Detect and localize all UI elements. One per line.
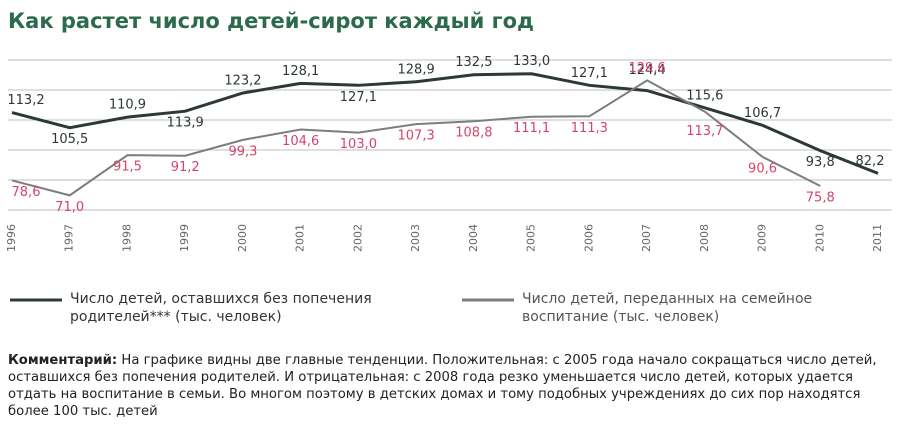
value-label: 111,3 [571, 121, 608, 136]
value-label: 127,1 [340, 90, 377, 105]
x-tick-label: 2002 [351, 224, 364, 252]
x-tick-label: 2000 [236, 224, 249, 252]
value-label: 82,2 [856, 154, 885, 169]
comment-text: На графике видны две главные тенденции. … [8, 353, 877, 419]
value-label: 106,7 [744, 106, 781, 121]
chart-title: Как растет число детей-сирот каждый год [8, 9, 534, 33]
value-label: 90,6 [748, 161, 777, 176]
value-label: 124,4 [628, 63, 665, 78]
x-tick-label: 1997 [63, 224, 76, 252]
value-label: 128,1 [282, 64, 319, 79]
value-label: 132,5 [455, 55, 492, 70]
value-label: 104,6 [282, 134, 319, 149]
value-label: 129,6 [628, 61, 665, 76]
legend-item: Число детей, оставшихся без попечения ро… [10, 290, 400, 326]
value-label: 91,2 [171, 160, 200, 175]
value-label: 133,0 [513, 54, 550, 69]
x-tick-label: 2006 [582, 224, 595, 252]
x-tick-label: 2004 [467, 224, 480, 252]
legend-swatch [10, 298, 62, 302]
value-label: 115,6 [686, 88, 723, 103]
legend-swatch [462, 298, 514, 302]
x-tick-label: 1996 [5, 224, 18, 252]
x-tick-label: 1998 [120, 224, 133, 252]
value-label: 71,0 [55, 200, 84, 215]
comment-label: Комментарий: [8, 353, 118, 368]
legend-item: Число детей, переданных на семейное восп… [462, 290, 852, 326]
value-label: 110,9 [109, 98, 146, 113]
x-tick-label: 2005 [525, 224, 538, 252]
value-label: 75,8 [806, 190, 835, 205]
x-tick-label: 2009 [756, 224, 769, 252]
value-label: 93,8 [806, 155, 835, 170]
grid [8, 59, 892, 211]
x-tick-label: 2003 [409, 224, 422, 252]
value-label: 108,8 [455, 126, 492, 141]
legend-label: Число детей, оставшихся без попечения ро… [70, 291, 372, 325]
series-line [11, 79, 821, 197]
value-label: 78,6 [12, 185, 41, 200]
value-label: 99,3 [228, 144, 257, 159]
value-label: 111,1 [513, 121, 550, 136]
series-line [11, 72, 879, 175]
chart: Как растет число детей-сирот каждый год … [5, 9, 892, 252]
value-label: 113,9 [167, 116, 204, 131]
x-tick-label: 2007 [640, 224, 653, 252]
value-label: 103,0 [340, 137, 377, 152]
value-label: 113,2 [7, 93, 44, 108]
x-tick-label: 1999 [178, 224, 191, 252]
value-label: 105,5 [51, 132, 88, 147]
value-label: 128,9 [398, 62, 435, 77]
value-label: 91,5 [113, 160, 142, 175]
x-tick-label: 2011 [871, 224, 884, 252]
x-tick-label: 2010 [813, 224, 826, 252]
value-label: 127,1 [571, 66, 608, 81]
x-tick-label: 2008 [698, 224, 711, 252]
value-label: 107,3 [398, 129, 435, 144]
legend-label: Число детей, переданных на семейное восп… [522, 291, 813, 325]
value-label: 123,2 [224, 73, 261, 88]
value-label: 113,7 [686, 124, 723, 139]
x-tick-label: 2001 [294, 224, 307, 252]
comment: Комментарий: На графике видны две главны… [8, 352, 893, 420]
